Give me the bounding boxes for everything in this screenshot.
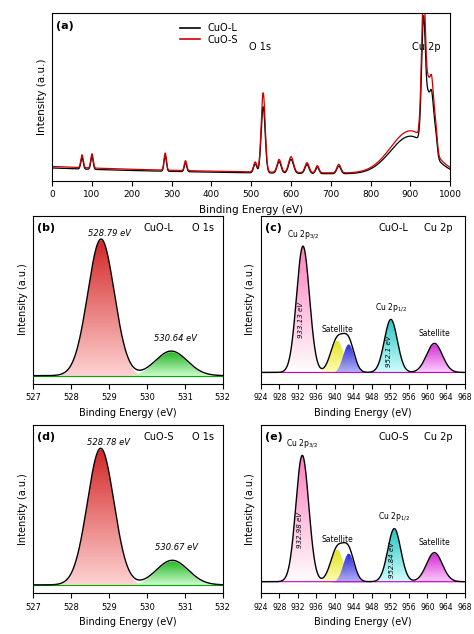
Text: Cu 2p$_{3/2}$: Cu 2p$_{3/2}$: [286, 437, 319, 450]
Y-axis label: Intensity (a.u.): Intensity (a.u.): [245, 264, 255, 335]
Text: O 1s: O 1s: [192, 432, 214, 442]
Text: Satellite: Satellite: [419, 538, 450, 547]
X-axis label: Binding Energy (eV): Binding Energy (eV): [79, 408, 177, 418]
Text: Cu 2p: Cu 2p: [424, 432, 452, 442]
Text: (e): (e): [265, 432, 283, 442]
Text: 528.79 eV: 528.79 eV: [88, 229, 131, 238]
X-axis label: Binding Energy (eV): Binding Energy (eV): [199, 205, 303, 215]
Text: O 1s: O 1s: [249, 42, 271, 51]
Text: Cu 2p$_{1/2}$: Cu 2p$_{1/2}$: [378, 510, 410, 523]
Text: Cu 2p$_{3/2}$: Cu 2p$_{3/2}$: [287, 228, 319, 241]
Y-axis label: Intensity (a.u.): Intensity (a.u.): [18, 473, 27, 545]
Text: 530.64 eV: 530.64 eV: [154, 334, 197, 343]
Y-axis label: Intensity (a.u.): Intensity (a.u.): [36, 58, 46, 135]
Text: 530.67 eV: 530.67 eV: [155, 543, 198, 552]
Text: CuO-S: CuO-S: [379, 432, 410, 442]
X-axis label: Binding Energy (eV): Binding Energy (eV): [314, 408, 411, 418]
Text: 528.78 eV: 528.78 eV: [87, 438, 130, 447]
Text: 952.84 eV: 952.84 eV: [390, 543, 395, 578]
Text: 933.13 eV: 933.13 eV: [298, 302, 304, 339]
Text: CuO-L: CuO-L: [379, 223, 409, 233]
Text: Satellite: Satellite: [321, 325, 353, 334]
Text: Satellite: Satellite: [419, 329, 450, 338]
Legend: CuO-L, CuO-S: CuO-L, CuO-S: [176, 19, 242, 48]
X-axis label: Binding Energy (eV): Binding Energy (eV): [314, 617, 411, 627]
Text: Cu 2p: Cu 2p: [424, 223, 452, 233]
Text: (b): (b): [37, 223, 55, 233]
Text: Cu 2p: Cu 2p: [412, 42, 441, 51]
Y-axis label: Intensity (a.u.): Intensity (a.u.): [18, 264, 27, 335]
Text: O 1s: O 1s: [192, 223, 214, 233]
Text: 952.1 eV: 952.1 eV: [386, 335, 392, 367]
Text: (a): (a): [56, 22, 74, 32]
Y-axis label: Intensity (a.u.): Intensity (a.u.): [245, 473, 255, 545]
Text: 932.98 eV: 932.98 eV: [298, 512, 303, 548]
X-axis label: Binding Energy (eV): Binding Energy (eV): [79, 617, 177, 627]
Text: (c): (c): [265, 223, 282, 233]
Text: (d): (d): [37, 432, 55, 442]
Text: Cu 2p$_{1/2}$: Cu 2p$_{1/2}$: [375, 301, 407, 314]
Text: CuO-S: CuO-S: [143, 432, 173, 442]
Text: CuO-L: CuO-L: [143, 223, 173, 233]
Text: Satellite: Satellite: [321, 534, 353, 543]
